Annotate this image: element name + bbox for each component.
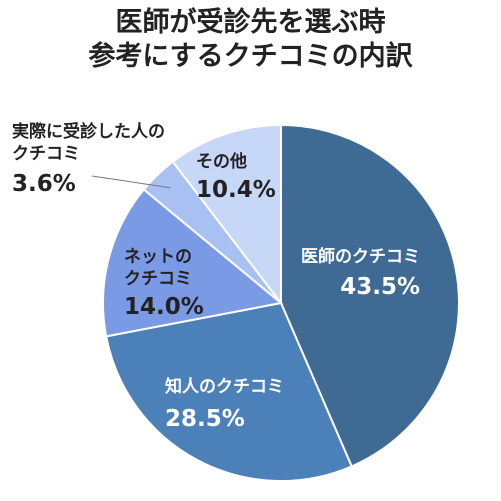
slice-value-2: 28.5% bbox=[165, 406, 245, 432]
chart-title-line2: 参考にするクチコミの内訳 bbox=[88, 41, 413, 72]
chart-title: 医師が受診先を選ぶ時 参考にするクチコミの内訳 bbox=[0, 6, 501, 74]
slice-label-2: 知人のクチコミ 28.5% bbox=[164, 376, 284, 432]
slice-name-3-line-2: クチコミ bbox=[124, 269, 192, 289]
slice-name-4-line-1: 実際に受診した人の bbox=[12, 121, 165, 142]
slice-label-5: その他 10.4% bbox=[196, 151, 276, 203]
chart-title-line1: 医師が受診先を選ぶ時 bbox=[115, 7, 386, 38]
slice-name-2-line-1: 知人のクチコミ bbox=[164, 376, 284, 397]
slice-value-4: 3.6% bbox=[12, 171, 76, 197]
slice-label-4: 実際に受診した人のクチコミ 3.6% bbox=[12, 121, 165, 197]
pie-labels: 医師のクチコミ 43.5%知人のクチコミ 28.5%ネットのクチコミ 14.0%実際に… bbox=[12, 121, 420, 432]
slice-leader-line-4 bbox=[91, 175, 171, 189]
pie-slice-3 bbox=[102, 188, 284, 338]
pie-slice-1 bbox=[280, 123, 460, 468]
pie-slice-2 bbox=[104, 301, 354, 482]
slice-name-4-line-2: クチコミ bbox=[12, 144, 80, 164]
pie-slices bbox=[102, 123, 460, 482]
slice-value-1: 43.5% bbox=[340, 274, 420, 300]
slice-name-5-line-1: その他 bbox=[196, 151, 247, 172]
slice-name-1-line-1: 医師のクチコミ bbox=[301, 246, 420, 267]
pie-slice-5 bbox=[171, 123, 282, 306]
slice-name-3-line-1: ネットの bbox=[124, 247, 192, 267]
slice-label-3: ネットのクチコミ 14.0% bbox=[124, 247, 204, 320]
slice-value-3: 14.0% bbox=[124, 294, 204, 320]
slice-value-5: 10.4% bbox=[196, 177, 276, 203]
slice-label-1: 医師のクチコミ 43.5% bbox=[301, 246, 420, 300]
